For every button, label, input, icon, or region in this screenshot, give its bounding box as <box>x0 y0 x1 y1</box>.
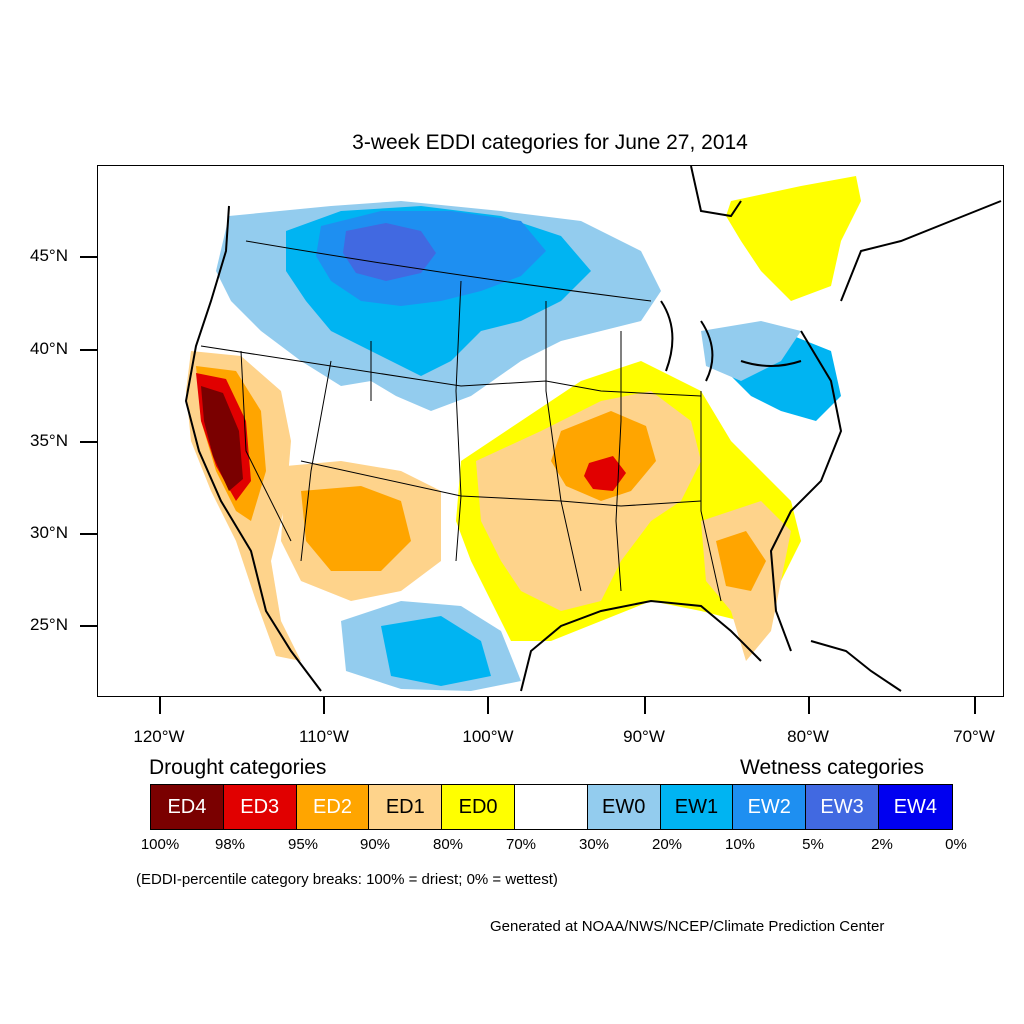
lat-label-30n: 30°N <box>30 523 68 542</box>
wet-region-montana <box>343 223 436 281</box>
legend-break-label: 30% <box>578 836 610 853</box>
legend-colorbar: ED4 ED3 ED2 ED1 ED0 EW0 EW1 EW2 EW3 EW4 <box>150 784 953 830</box>
legend-drought-heading: Drought categories <box>149 756 327 779</box>
legend-cell-ed4: ED4 <box>151 785 224 829</box>
legend-cell-ed0: ED0 <box>442 785 515 829</box>
legend-wetness-heading: Wetness categories <box>740 756 925 779</box>
lon-tick <box>487 697 489 714</box>
lon-label-70w: 70°W <box>953 727 995 746</box>
dry-region-southwest-core <box>301 486 411 571</box>
lon-tick <box>323 697 325 714</box>
dry-region-missouri <box>584 456 626 491</box>
wet-region-east-lakes <box>701 321 801 381</box>
legend-cell-ew4: EW4 <box>878 785 952 829</box>
dry-region-ne <box>726 176 861 301</box>
wetness-region-layer <box>216 201 841 691</box>
boundary-lines <box>200 240 722 602</box>
legend-cell-ed1: ED1 <box>369 785 443 829</box>
lon-tick <box>974 697 976 714</box>
eddi-map-canvas <box>184 166 1002 692</box>
legend-cell-ed2: ED2 <box>296 785 370 829</box>
lon-tick <box>159 697 161 714</box>
lon-label-110w: 110°W <box>299 727 349 746</box>
legend-cell-ed3: ED3 <box>223 785 297 829</box>
legend-cell-ew3: EW3 <box>806 785 879 829</box>
eddi-map <box>97 165 1004 697</box>
lat-tick <box>80 441 97 443</box>
credit-line: Generated at NOAA/NWS/NCEP/Climate Predi… <box>490 918 885 935</box>
lat-tick <box>80 349 97 351</box>
legend-break-label: 80% <box>432 836 464 853</box>
legend-break-label: 5% <box>802 836 824 853</box>
lon-label-90w: 90°W <box>623 727 665 746</box>
lon-label-80w: 80°W <box>787 727 829 746</box>
lon-tick <box>808 697 810 714</box>
legend-break-label: 95% <box>287 836 319 853</box>
legend-cell-ew2: EW2 <box>733 785 807 829</box>
lon-tick <box>644 697 646 714</box>
dry-region-georgia <box>716 531 766 591</box>
lat-label-40n: 40°N <box>30 339 68 358</box>
legend-cell-ew0: EW0 <box>587 785 661 829</box>
lat-tick <box>80 256 97 258</box>
legend-break-label: 90% <box>359 836 391 853</box>
lon-label-120w: 120°W <box>133 727 185 746</box>
legend-break-label: 100% <box>140 836 180 853</box>
legend-cell-neutral <box>514 785 588 829</box>
lat-label-35n: 35°N <box>30 431 68 450</box>
wet-region-texas-core <box>381 616 491 686</box>
legend-break-label: 70% <box>505 836 537 853</box>
legend-break-label: 0% <box>945 836 967 853</box>
legend-break-label: 98% <box>214 836 246 853</box>
lon-label-100w: 100°W <box>462 727 514 746</box>
lat-label-25n: 25°N <box>30 615 68 634</box>
lat-tick <box>80 533 97 535</box>
legend-break-label: 2% <box>871 836 893 853</box>
lat-label-45n: 45°N <box>30 246 68 265</box>
dry-region-california-ed4 <box>201 386 243 491</box>
legend-cell-ew1: EW1 <box>660 785 734 829</box>
legend-break-label: 10% <box>724 836 756 853</box>
map-title: 3-week EDDI categories for June 27, 2014 <box>352 131 748 154</box>
category-breaks-note: (EDDI-percentile category breaks: 100% =… <box>136 871 558 888</box>
dry-region-central-core <box>551 411 656 501</box>
coastlines <box>184 166 1002 692</box>
lat-tick <box>80 625 97 627</box>
legend-break-label: 20% <box>651 836 683 853</box>
